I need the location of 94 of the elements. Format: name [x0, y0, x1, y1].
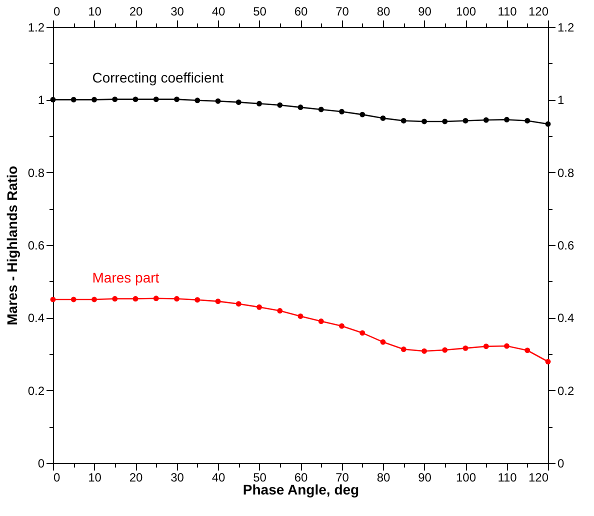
point — [298, 313, 304, 319]
point — [174, 296, 180, 302]
x2-tick-label: 40 — [212, 4, 226, 18]
x-axis-title: Phase Angle, deg — [242, 482, 360, 498]
series-label: Mares part — [92, 270, 160, 286]
point — [256, 304, 262, 310]
y-tick-label: 1 — [38, 93, 45, 108]
x-tick-label: 60 — [294, 470, 308, 484]
point — [422, 118, 427, 124]
x-tick-label: 120 — [528, 470, 549, 484]
point — [504, 343, 510, 349]
x2-tick-label: 80 — [376, 4, 390, 18]
x2-tick-label: 30 — [170, 4, 184, 18]
x2-tick-label: 10 — [88, 4, 102, 18]
point — [92, 96, 97, 102]
x2-tick-label: 20 — [129, 4, 143, 18]
point — [318, 106, 324, 112]
point — [132, 296, 138, 302]
y2-tick-label: 1 — [558, 93, 564, 108]
y2-tick-label: 1.2 — [558, 20, 575, 34]
point — [50, 296, 56, 302]
x-tick-label: 0 — [54, 470, 60, 484]
point — [339, 108, 344, 114]
point — [462, 118, 468, 124]
x2-tick-label: 60 — [294, 4, 308, 18]
point — [194, 297, 200, 303]
point — [380, 339, 386, 345]
point — [380, 115, 386, 121]
point — [215, 98, 221, 104]
point — [215, 298, 221, 304]
y-tick-label: 0.8 — [28, 166, 45, 180]
x2-tick-label: 90 — [418, 4, 432, 18]
point — [524, 348, 530, 354]
y-tick-label: 0.4 — [28, 311, 45, 326]
point — [360, 112, 366, 118]
point — [442, 118, 448, 124]
x-tick-label: 80 — [376, 470, 390, 484]
point — [298, 104, 304, 110]
point — [174, 96, 180, 102]
point — [545, 358, 551, 364]
point — [524, 118, 530, 124]
x-tick-label: 10 — [88, 470, 102, 484]
x2-tick-label: 50 — [253, 4, 267, 18]
y2-tick-label: 0.6 — [558, 238, 575, 252]
point — [318, 318, 324, 324]
point — [236, 99, 242, 105]
x-tick-label: 70 — [336, 470, 350, 484]
point — [339, 323, 344, 329]
y2-tick-label: 0.4 — [558, 311, 575, 326]
point — [462, 345, 468, 351]
y2-tick-label: 0.8 — [558, 166, 575, 180]
x-tick-label: 100 — [456, 470, 476, 484]
point — [504, 116, 510, 122]
point — [256, 100, 262, 106]
x2-tick-label: 120 — [528, 4, 549, 18]
point — [112, 296, 118, 302]
x-tick-label: 40 — [212, 470, 226, 484]
point — [153, 296, 159, 302]
point — [277, 308, 283, 314]
point — [112, 96, 118, 102]
point — [483, 117, 489, 123]
x-tick-label: 30 — [170, 470, 184, 484]
x2-tick-label: 110 — [498, 4, 518, 18]
point — [70, 96, 76, 102]
y-tick-label: 0.6 — [28, 238, 45, 252]
y2-tick-label: 0.2 — [558, 384, 575, 398]
x2-tick-label: 100 — [456, 4, 476, 18]
point — [70, 296, 76, 302]
x-tick-label: 50 — [253, 470, 267, 484]
y2-tick-label: 0 — [558, 456, 564, 470]
y-axis-title: Mares - Highlands Ratio — [4, 166, 20, 326]
y-tick-label: 1.2 — [28, 20, 45, 34]
point — [400, 118, 406, 124]
point — [236, 301, 242, 307]
point — [277, 102, 283, 108]
x2-tick-label: 0 — [54, 4, 60, 18]
series-label: Correcting coefficient — [92, 70, 224, 86]
y-tick-label: 0.2 — [28, 384, 45, 398]
point — [400, 346, 406, 352]
point — [545, 121, 551, 127]
point — [422, 348, 427, 354]
point — [132, 96, 138, 102]
point — [360, 330, 366, 336]
point — [483, 344, 489, 350]
point — [50, 96, 56, 102]
point — [92, 296, 97, 302]
x-tick-label: 110 — [498, 470, 518, 484]
x-tick-label: 90 — [418, 470, 432, 484]
point — [194, 98, 200, 104]
x2-tick-label: 70 — [336, 4, 350, 18]
y-tick-label: 0 — [38, 456, 45, 470]
point — [442, 347, 448, 353]
point — [153, 96, 159, 102]
x-tick-label: 20 — [129, 470, 143, 484]
